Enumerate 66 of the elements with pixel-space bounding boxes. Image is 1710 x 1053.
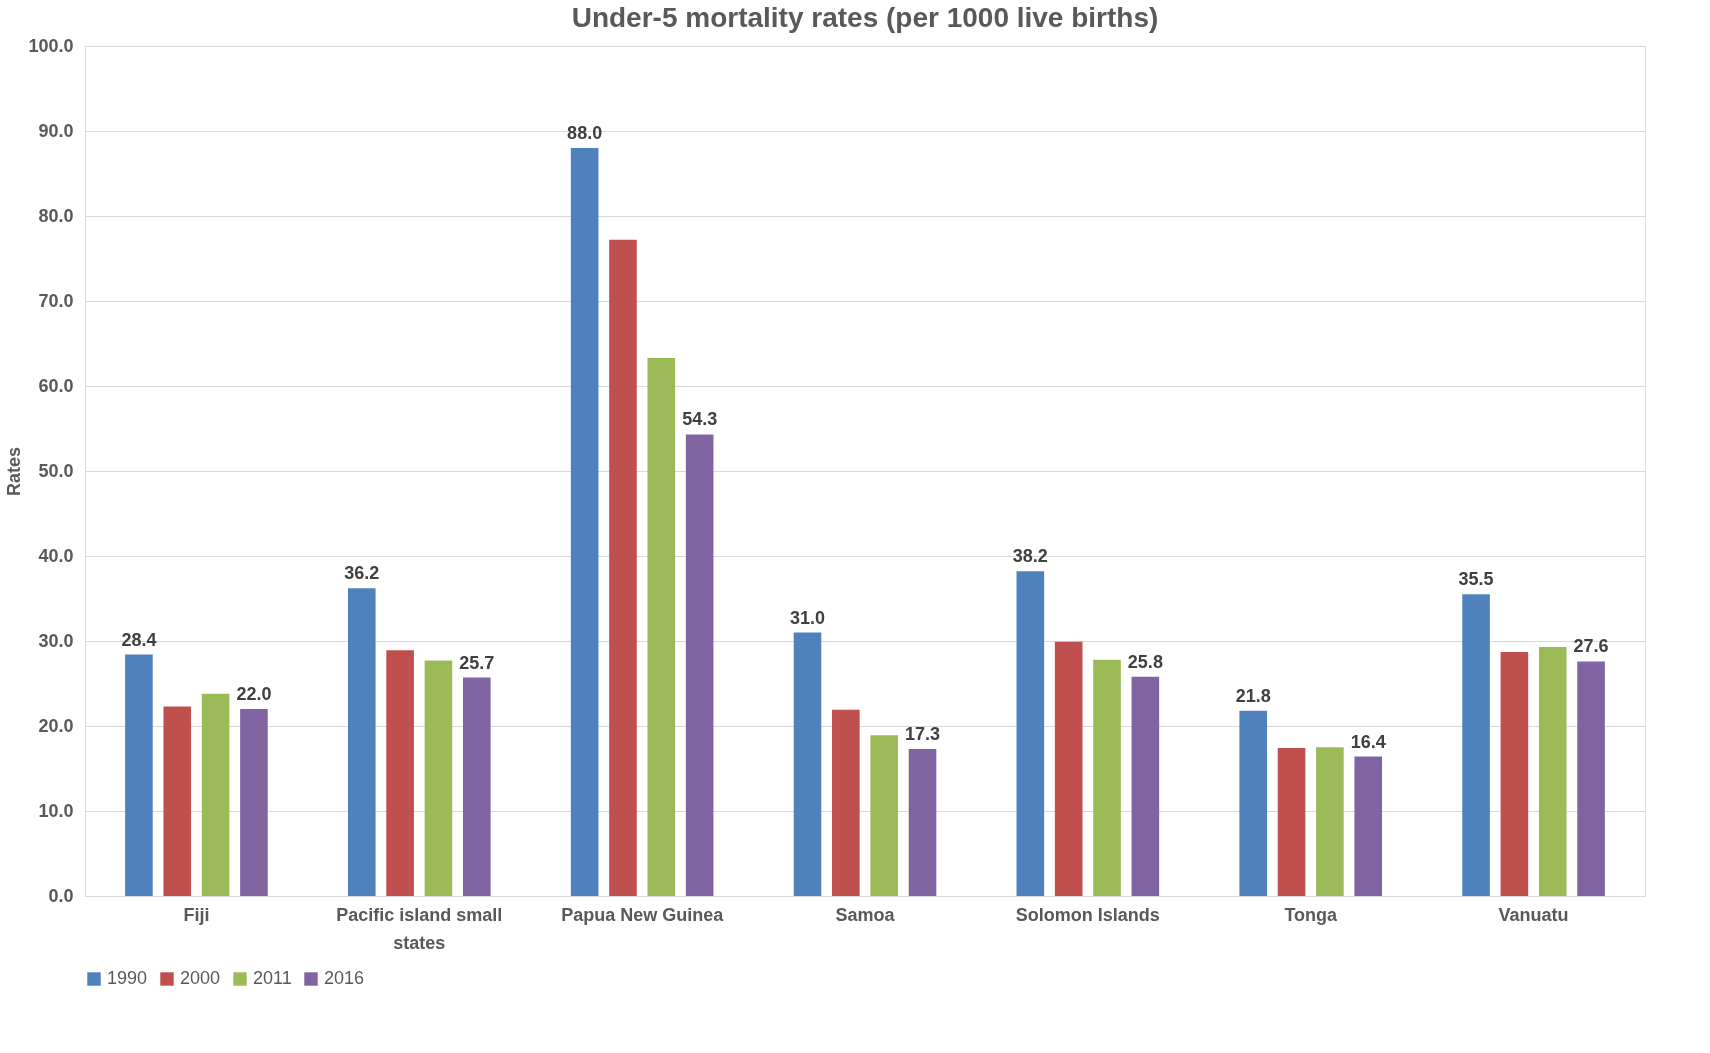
chart-title: Under-5 mortality rates (per 1000 live births) [571,2,1159,33]
bar [1316,747,1344,896]
y-tick-label: 20.0 [38,715,74,736]
bar [347,588,376,896]
x-tick-label: Tonga [1284,904,1339,925]
bar [1500,652,1529,896]
data-label: 54.3 [682,409,718,430]
x-tick-label: Papua New Guinea [561,904,725,925]
y-tick-label: 60.0 [38,375,74,396]
bar [1054,641,1083,896]
x-tick-label: Fiji [183,904,210,925]
y-axis-title: Rates [4,446,25,497]
y-tick-label: 10.0 [38,800,74,821]
y-tick-label: 40.0 [38,545,74,566]
bar [870,735,898,896]
bar [1016,571,1045,896]
bar [1239,710,1268,896]
legend-label: 2000 [180,968,221,988]
data-label: 27.6 [1573,636,1609,657]
data-label: 28.4 [121,629,157,650]
y-tick-label: 80.0 [38,205,74,226]
bar [1277,748,1306,896]
bar [1462,594,1490,896]
bar [462,677,491,896]
bar [908,748,937,896]
bar [386,650,414,896]
y-tick-label: 50.0 [38,460,74,481]
y-tick-label: 70.0 [38,290,74,311]
bar [1577,661,1605,896]
data-label: 16.4 [1350,731,1386,752]
bar [609,239,637,896]
data-label: 38.2 [1012,546,1048,567]
bar [1093,659,1121,896]
bar [1354,756,1383,896]
y-tick-label: 0.0 [48,885,74,906]
bar [424,660,453,896]
x-tick-label: Samoa [835,904,896,925]
data-label: 17.3 [904,723,941,744]
bar [163,706,192,896]
data-label: 21.8 [1235,685,1271,706]
data-label: 22.0 [236,684,272,704]
bar [570,148,599,896]
legend-label: 2016 [324,968,365,988]
x-tick-label: Solomon Islands [1015,904,1160,925]
data-label: 31.0 [789,607,826,628]
bar [832,709,860,896]
bar [125,654,153,896]
data-label: 25.8 [1127,651,1163,672]
bar [1538,646,1567,896]
bar [240,709,268,896]
y-tick-label: 100.0 [28,35,74,56]
bar [1131,676,1160,896]
bar [685,434,714,896]
bar [201,693,230,896]
data-label: 35.5 [1458,569,1494,590]
y-tick-label: 30.0 [38,630,74,651]
data-label: 25.7 [459,652,495,673]
bar [793,632,822,896]
legend-label: 1990 [107,968,148,988]
x-tick-label: Vanuatu [1498,904,1569,925]
y-tick-label: 90.0 [38,120,74,141]
legend-label: 2011 [253,968,292,988]
x-tick-label: Pacific island small states [336,904,503,953]
data-label: 36.2 [344,563,380,584]
data-label: 88.0 [567,123,603,143]
bar [647,357,676,896]
